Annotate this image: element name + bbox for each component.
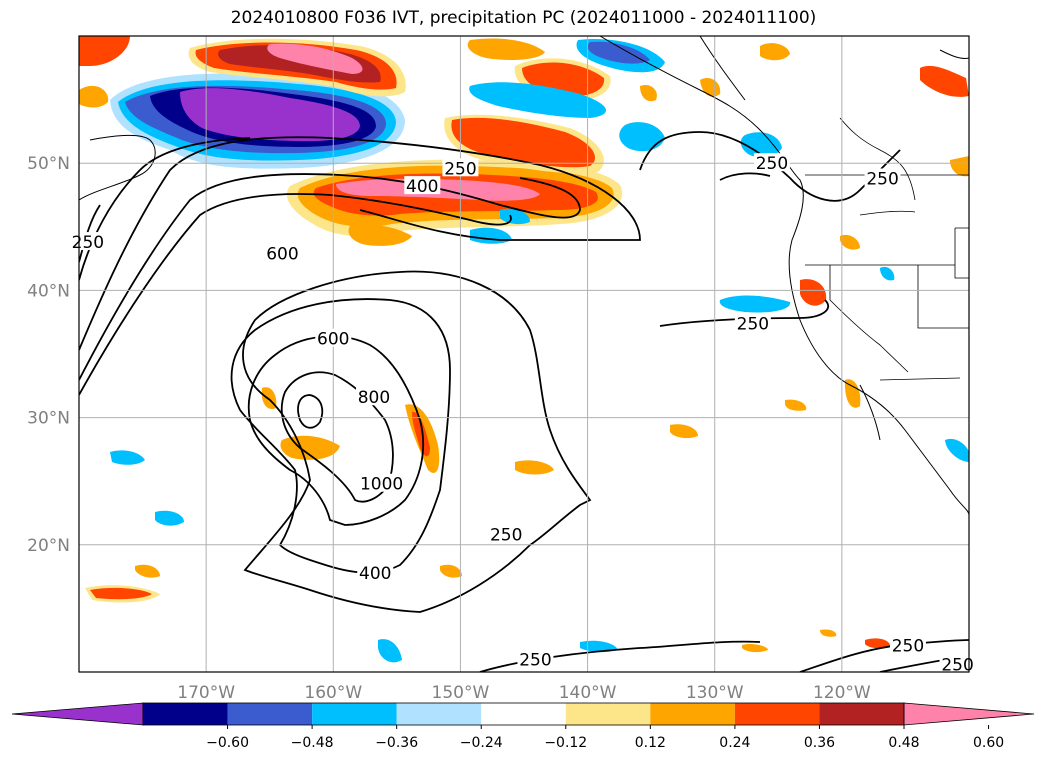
lon-tick-label: 140°W: [559, 683, 617, 703]
precip-shading: [79, 36, 969, 663]
lon-tick-label: 120°W: [813, 683, 871, 703]
contour-label: 250: [866, 169, 898, 189]
contour-label: 250: [444, 159, 476, 179]
colorbar-extend-high: [903, 702, 1035, 726]
lat-tick-label: 20°N: [27, 536, 70, 556]
colorbar-tick-label: 0.60: [973, 735, 1004, 751]
contour-label: 250: [737, 314, 769, 334]
colorbar-tick-label: −0.12: [544, 735, 587, 751]
lon-tick-label: 170°W: [177, 683, 235, 703]
contour-label: 600: [266, 245, 298, 265]
colorbar: −0.60 −0.48 −0.36 −0.24 −0.12 0.12 0.24 0.36 0.4…: [11, 702, 1035, 751]
contour-label-bg: [264, 243, 301, 262]
contour-label-bg: [355, 387, 392, 406]
colorbar-tick-label: 0.12: [635, 735, 666, 751]
contour-label: 250: [519, 650, 551, 670]
colorbar-frame: [142, 702, 905, 726]
contour-label: 600: [317, 330, 349, 350]
colorbar-segment: [565, 703, 651, 725]
contour-label: 1000: [360, 475, 403, 495]
lat-tick-label: 40°N: [27, 281, 70, 301]
lon-tick-label: 130°W: [686, 683, 744, 703]
colorbar-tick-label: 0.24: [719, 735, 750, 751]
contour-label-bg: [315, 328, 352, 347]
contour-label: 800: [358, 388, 390, 408]
contour-label-bg: [358, 473, 405, 492]
map-frame: [78, 35, 970, 673]
colorbar-segment: [734, 703, 820, 725]
lon-tick-label: 150°W: [432, 683, 490, 703]
lat-tick-label: 50°N: [27, 154, 70, 174]
contour-label-bg: [753, 153, 790, 172]
contour-label: 250: [941, 655, 973, 675]
contour-label-bg: [939, 654, 976, 673]
contour-label-bg: [404, 176, 441, 195]
colorbar-tick-label: −0.24: [460, 735, 503, 751]
colorbar-tick-label: −0.36: [375, 735, 418, 751]
longitude-labels: 170°W 160°W 150°W 140°W 130°W 120°W: [177, 683, 871, 703]
colorbar-segment: [650, 703, 735, 725]
colorbar-tick-label: −0.48: [291, 735, 334, 751]
contour-label-bg: [517, 649, 554, 668]
colorbar-segment: [227, 703, 313, 725]
gridlines: [79, 36, 969, 672]
contour-label: 400: [406, 177, 438, 197]
contour-label-bg: [864, 168, 901, 187]
lon-tick-label: 160°W: [304, 683, 362, 703]
map-panel: 250 400 600 250 250 250 250 600 800 1000 250 400 250…: [69, 35, 976, 675]
colorbar-tick-label: −0.60: [206, 735, 249, 751]
contour-label-bg: [889, 635, 926, 654]
contour-label-bg: [357, 562, 394, 581]
colorbar-segment: [396, 703, 482, 725]
colorbar-tick-label: 0.36: [804, 735, 835, 751]
colorbar-segment: [143, 703, 228, 725]
lat-tick-label: 30°N: [27, 409, 70, 429]
colorbar-tick-label: 0.48: [888, 735, 919, 751]
contour-label: 250: [756, 154, 788, 174]
coastlines: [79, 36, 969, 516]
contour-label: 400: [359, 564, 391, 584]
contour-label: 250: [490, 526, 522, 546]
colorbar-extend-low: [11, 702, 144, 726]
map-title: 2024010800 F036 IVT, precipitation PC (2…: [230, 8, 817, 28]
contour-label-bg: [488, 524, 525, 543]
latitude-labels: 20°N 30°N 40°N 50°N: [27, 154, 70, 556]
colorbar-segment: [819, 703, 904, 725]
contour-label-bg: [734, 313, 771, 332]
contour-label-bg: [442, 158, 479, 177]
colorbar-segment: [481, 703, 566, 725]
colorbar-segment: [312, 703, 397, 725]
contour-label: 250: [892, 636, 924, 656]
contour-label: 250: [72, 233, 104, 253]
